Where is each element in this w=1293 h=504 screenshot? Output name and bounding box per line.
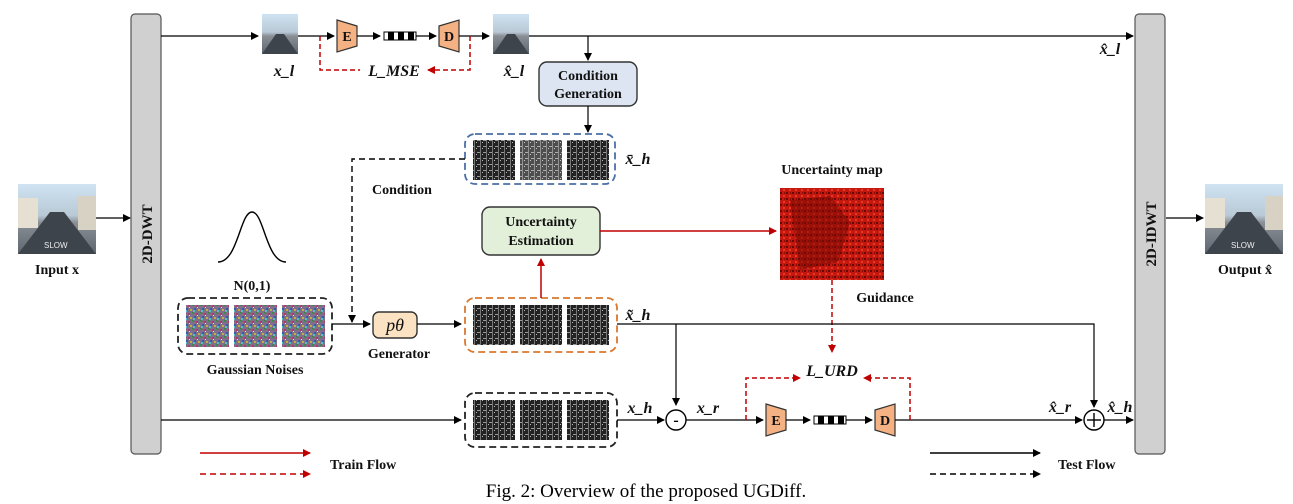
uncertainty-estimation-line1: Uncertainty [505,215,577,230]
generated-images-box [464,297,618,353]
x-h-label: x_h [627,400,653,417]
svg-text:SLOW: SLOW [44,241,68,250]
dwt-block: 2D-DWT [130,13,162,455]
dwt-label: 2D-DWT [140,204,156,263]
subtract-node: - [665,409,687,431]
encoder-block-bottom: E [765,403,787,437]
x-r-label: x_r [696,400,720,417]
legend-train: Train Flow [200,449,397,478]
condition-generation-box: Condition Generation [538,61,638,107]
uncertainty-estimation-box: Uncertainty Estimation [481,206,601,256]
generator-label: Generator [368,347,430,362]
condition-generation-line1: Condition [558,69,618,84]
decoder-block-bottom: D [874,403,896,437]
guidance-label: Guidance [856,291,914,306]
normal-distribution-curve [217,211,287,263]
encoder-label-top: E [342,30,351,45]
legend-test: Test Flow [930,449,1116,478]
test-flow-label: Test Flow [1058,458,1116,473]
add-node [1083,409,1105,431]
decoder-block-top: D [438,19,460,53]
idwt-label: 2D-IDWT [1144,201,1160,266]
input-image: SLOW [18,184,96,254]
p-theta-label: pθ [384,315,404,335]
uncertainty-map-image [780,188,884,280]
normal-dist-label: N(0,1) [234,279,271,294]
uncertainty-map-label: Uncertainty map [781,163,883,178]
encoder-block-top: E [336,19,358,53]
x-h-tilde-label: x̃_h [625,307,651,324]
condition-images-box [464,133,616,185]
condition-generation-line2: Generation [554,87,622,102]
minus-label: - [673,412,678,429]
output-label: Output x̂ [1218,263,1272,278]
high-freq-images-box [464,392,618,448]
x-l-hat-right-label: x̂_l [1099,41,1121,58]
input-label: Input x [35,263,79,278]
train-flow-label: Train Flow [330,458,397,473]
x-l-label: x_l [273,63,295,80]
decoder-label-bottom: D [880,414,890,429]
l-urd-label: L_URD [805,363,858,380]
idwt-block: 2D-IDWT [1134,13,1166,455]
condition-label: Condition [372,183,432,198]
figure-caption: Fig. 2: Overview of the proposed UGDiff. [486,481,807,502]
l-mse-label: L_MSE [367,63,420,80]
output-image: SLOW [1205,184,1283,254]
latent-code-bottom [813,415,847,425]
x-r-hat-label: x̂_r [1048,399,1072,416]
low-freq-image [262,14,298,54]
x-h-bar-label: x̄_h [625,151,651,168]
encoder-label-bottom: E [771,414,780,429]
x-l-hat-label: x̂_l [503,63,525,80]
x-h-hat-label: x̂_h [1107,399,1133,416]
gaussian-noises-label: Gaussian Noises [207,363,304,378]
gaussian-noises-box [177,297,333,355]
generator-block: pθ [372,311,418,339]
decoder-label-top: D [444,30,454,45]
low-freq-recon-image [493,14,529,54]
uncertainty-estimation-line2: Estimation [508,234,574,249]
svg-text:SLOW: SLOW [1231,241,1255,250]
latent-code-top [383,31,417,41]
